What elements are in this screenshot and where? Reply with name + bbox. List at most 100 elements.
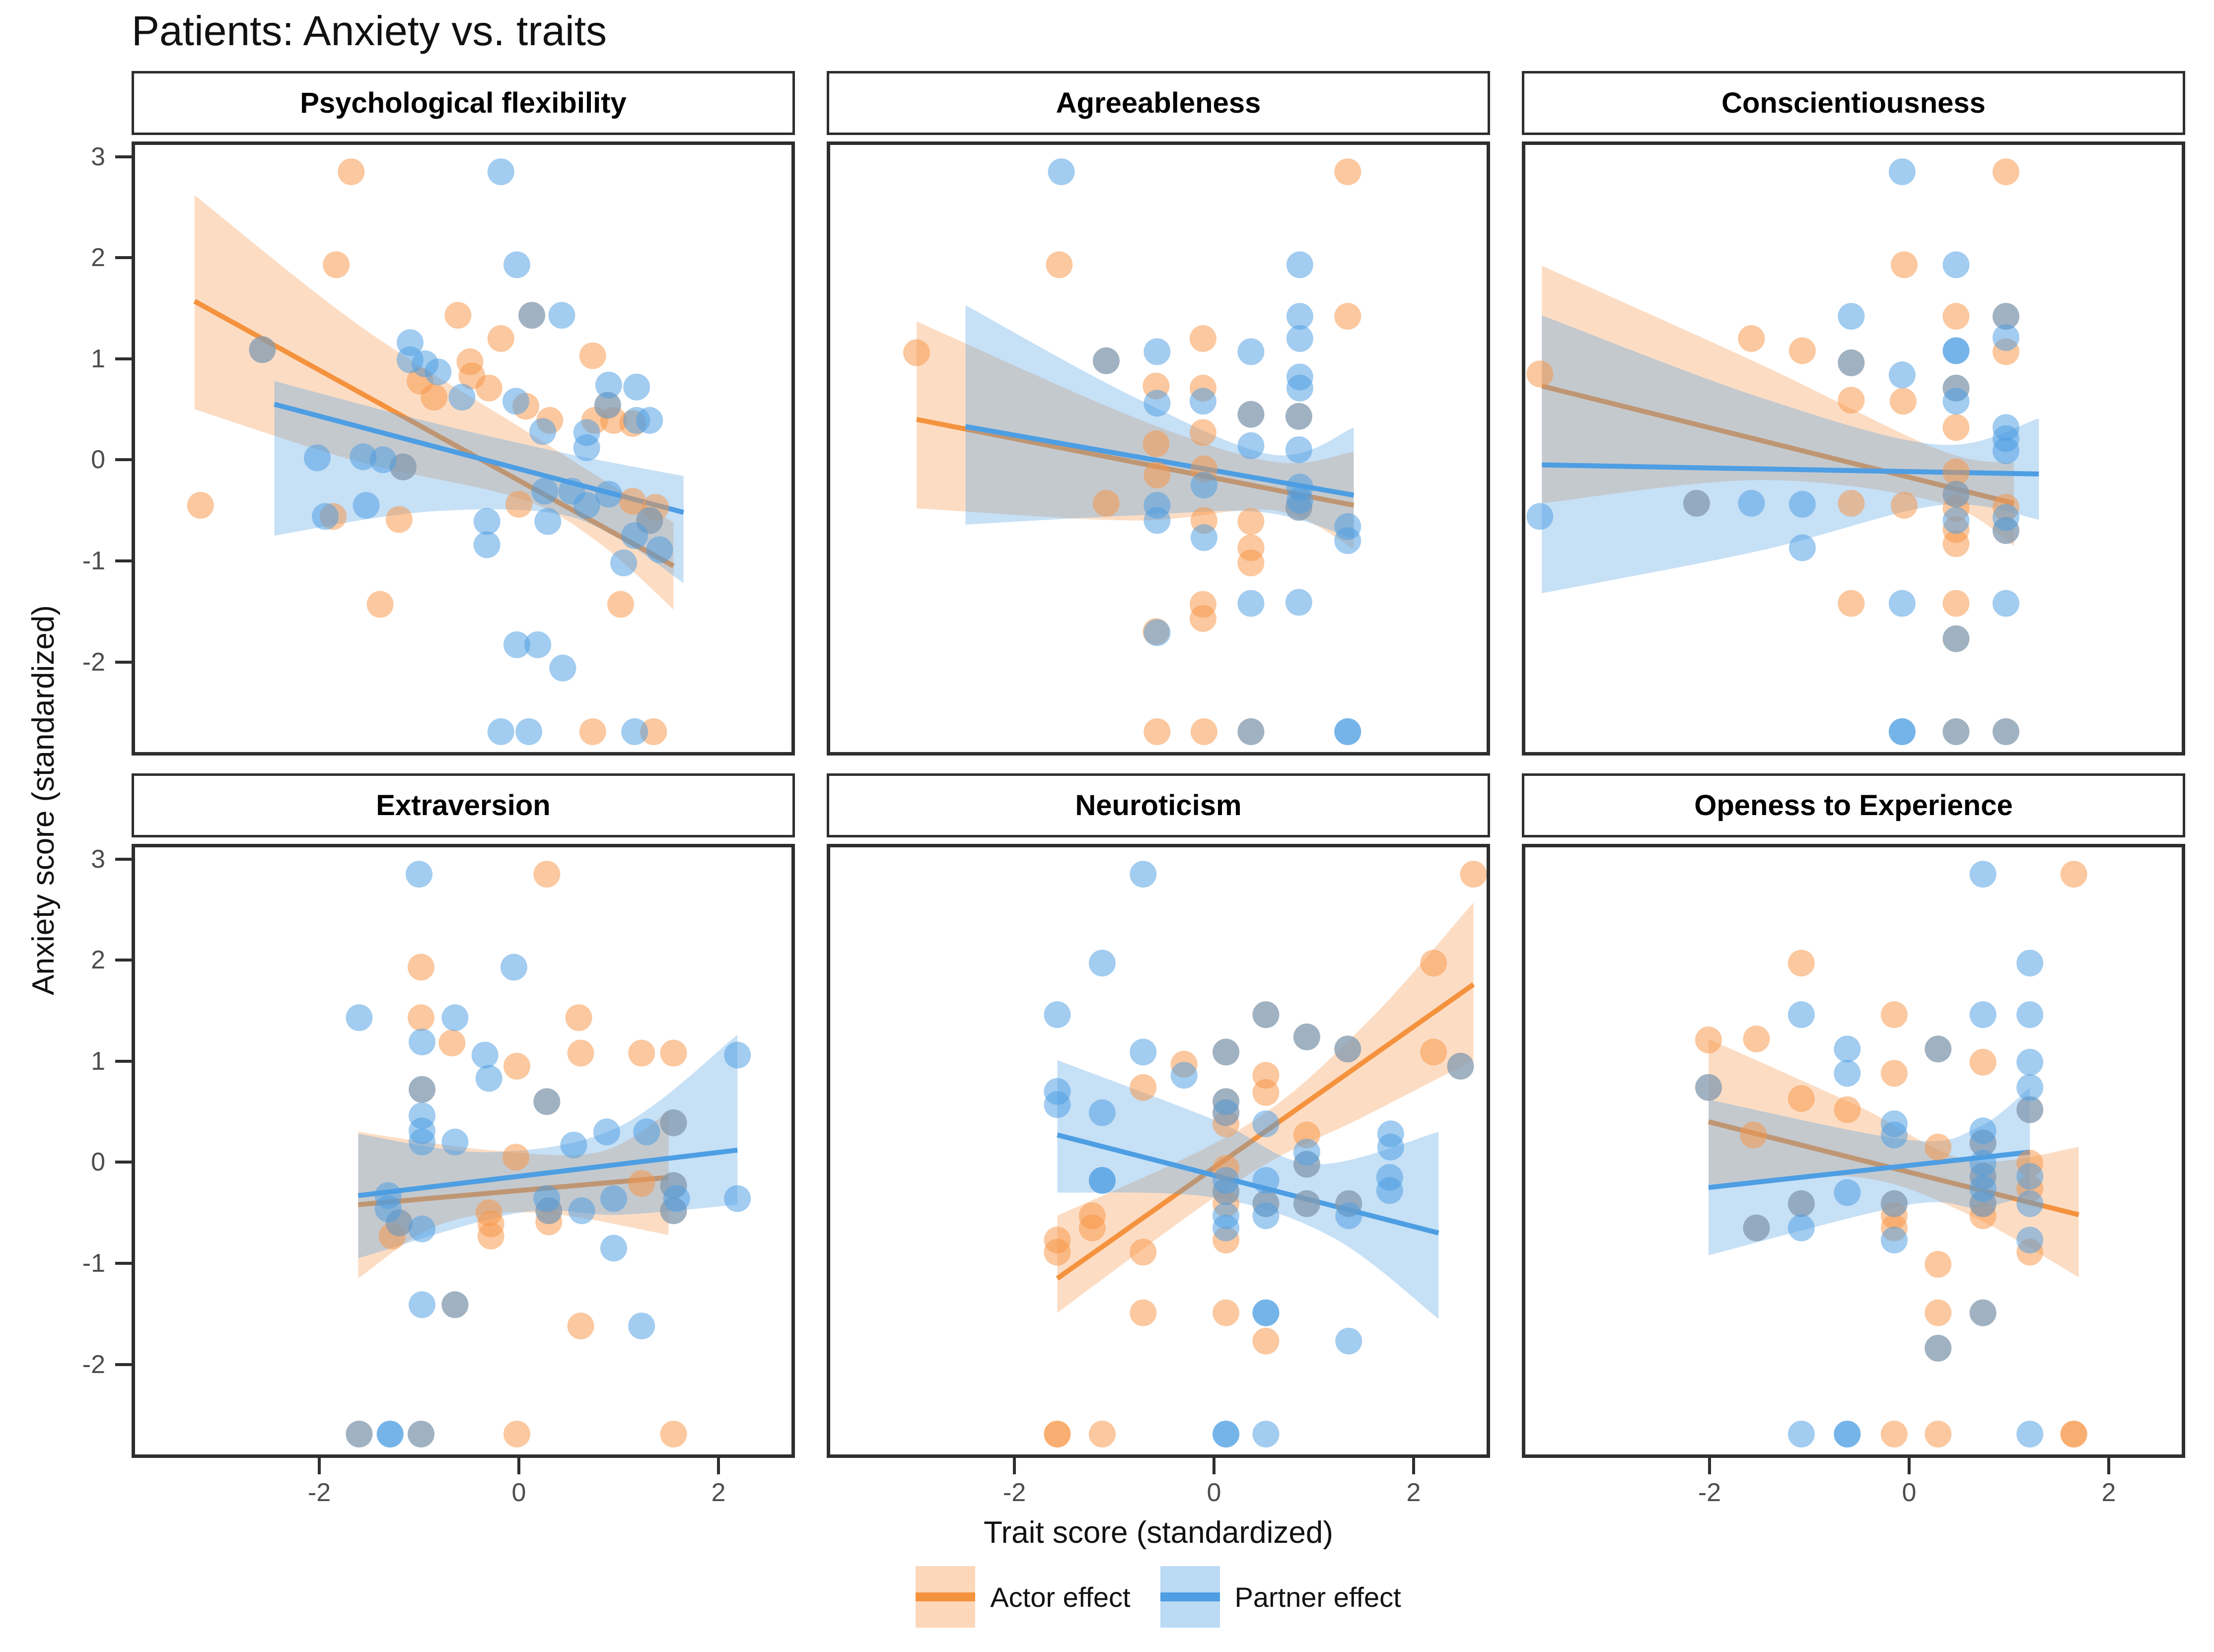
partner-point [409,1215,435,1242]
partner-point [660,1197,687,1225]
legend-label-actor: Actor effect [990,1581,1131,1613]
facet-strip-2: Agreeableness [827,71,1490,135]
partner-point [406,861,432,888]
partner-point [623,373,650,401]
panel-border [827,141,1490,756]
actor-point [1942,458,1970,485]
partner-point [1286,303,1313,330]
partner-point [1143,390,1171,417]
partner-point [1788,534,1816,561]
partner-point [1888,158,1916,186]
actor-point [1787,950,1815,977]
x-tick-label: 2 [2101,1478,2116,1507]
actor-point [1092,489,1120,517]
y-tick-label: -1 [82,546,105,575]
partner-point [2016,1074,2044,1101]
actor-confidence-band [1057,902,1474,1313]
facet-strip-label: Conscientiousness [1721,87,1986,119]
actor-point [1891,251,1918,278]
x-tick-mark [2107,1458,2110,1474]
actor-point [385,506,413,533]
actor-point [477,1223,504,1249]
actor-point [1213,1299,1240,1326]
partner-point [503,631,530,658]
partner-point [1213,1421,1240,1447]
actor-point [475,374,502,402]
partner-point [1888,361,1916,389]
panel-border [1522,141,2185,756]
partner-point [568,1197,595,1225]
y-tick-mark [115,559,132,562]
actor-point [1460,861,1487,888]
y-tick-label: 0 [91,445,105,475]
actor-point [1838,387,1865,414]
partner-point [1925,1035,1952,1063]
partner-regression-line [357,1147,738,1198]
actor-point [660,1039,687,1067]
partner-point [471,1041,499,1069]
partner-point [595,481,622,508]
y-tick-label: 2 [91,243,105,273]
partner-point [1285,589,1312,616]
partner-point [1942,388,1970,415]
actor-point [444,302,472,329]
partner-point [531,478,559,505]
partner-point [573,434,600,461]
partner-point [1088,950,1116,977]
partner-point [1088,1167,1116,1194]
facet-strip-5: Neuroticism [827,773,1490,837]
partner-point [1888,590,1916,617]
actor-regression-line [1541,383,2015,506]
partner-point [1143,338,1171,365]
panel-border [132,844,795,1458]
partner-point [1942,251,1970,278]
y-tick-mark [115,1261,132,1265]
partner-point [1334,527,1361,554]
panel-border [827,844,1490,1458]
partner-point [1993,590,2019,617]
actor-point [1088,1421,1116,1447]
y-tick-mark [115,1363,132,1366]
partner-point [724,1041,751,1069]
partner-point [1293,1023,1320,1050]
actor-point [1190,718,1217,745]
partner-point [2016,1048,2044,1076]
partner-point [448,384,476,411]
partner-point [1834,1035,1861,1063]
partner-point [385,1209,413,1237]
actor-point [366,591,394,618]
partner-point [1880,1227,1908,1254]
actor-point [1046,251,1073,278]
partner-point [1252,1001,1280,1029]
partner-effect-key-swatch [1160,1566,1220,1628]
partner-point [549,654,576,682]
actor-point [503,1421,530,1447]
partner-point [660,1172,687,1199]
partner-point [610,550,637,576]
actor-point [1993,158,2019,186]
partner-point [1143,507,1171,534]
partner-point [1335,1327,1362,1355]
y-tick-label: -1 [82,1248,105,1278]
partner-point [1213,1099,1240,1126]
actor-point [1942,530,1970,557]
partner-point [1237,718,1265,745]
partner-point [346,1004,373,1032]
actor-point [1334,303,1361,330]
actor-point [503,1052,530,1080]
actor-point [408,954,434,981]
partner-point [534,508,562,535]
partner-point [2016,1190,2044,1217]
actor-point [1252,1079,1280,1106]
actor-point [660,1421,687,1447]
figure-title: Patients: Anxiety vs. traits [132,7,607,54]
actor-point [1420,950,1447,977]
partner-point [1683,489,1710,517]
partner-point [425,358,452,386]
partner-point [594,392,621,419]
actor-point [1044,1239,1071,1266]
partner-point [1787,1421,1815,1447]
partner-point [1942,625,1970,652]
actor-point [487,325,514,352]
actor-point [1925,1133,1952,1161]
